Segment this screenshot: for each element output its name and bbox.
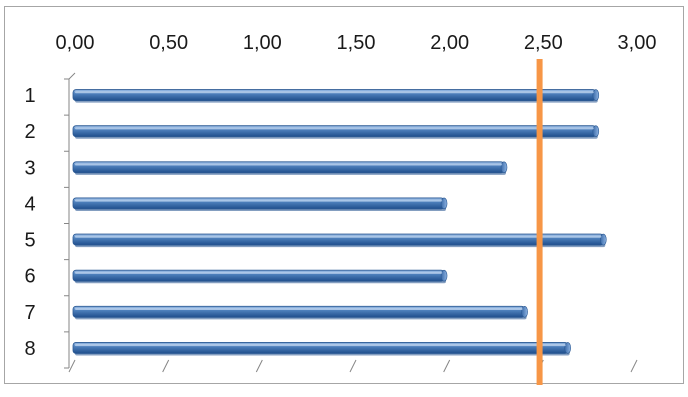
- x-tick-label: 3,00: [618, 32, 657, 54]
- bar-6: [72, 269, 448, 284]
- x-tick-label: 1,50: [337, 32, 376, 54]
- bar-highlight: [75, 343, 566, 347]
- bar-highlight: [75, 271, 443, 274]
- bar-1: [72, 89, 600, 103]
- category-label: 7: [24, 302, 35, 324]
- value-tick-mark: [443, 359, 451, 373]
- labels-layer: 0,00 0,50 1,00 1,50 2,00 2,50 3,00 1 2 3 4 5 6 7 8: [24, 32, 656, 360]
- value-tick-mark: [349, 359, 357, 373]
- bar-highlight: [75, 199, 443, 202]
- value-tick-mark: [162, 359, 170, 373]
- bar-highlight: [75, 91, 594, 94]
- x-tick-label: 1,00: [243, 32, 282, 54]
- bar-end-cap: [564, 342, 571, 354]
- category-label: 6: [24, 266, 35, 288]
- category-label: 5: [24, 230, 35, 252]
- bar-3: [72, 161, 508, 175]
- bar-highlight: [75, 163, 502, 166]
- bar-end-cap: [599, 233, 607, 246]
- value-tick-mark: [68, 359, 76, 373]
- bar-end-cap: [500, 161, 508, 174]
- bar-chart: 0,00 0,50 1,00 1,50 2,00 2,50 3,00 1 2 3 4 5 6 7 8: [24, 32, 656, 385]
- category-label: 4: [24, 193, 35, 215]
- bar-highlight: [75, 307, 523, 311]
- axis-layer: [64, 72, 638, 373]
- category-label: 2: [24, 121, 35, 143]
- x-tick-label: 2,00: [430, 32, 469, 54]
- bar-2: [72, 125, 600, 139]
- bar-end-cap: [592, 125, 600, 137]
- chart-frame: 0,00 0,50 1,00 1,50 2,00 2,50 3,00 1 2 3 4 5 6 7 8: [4, 6, 684, 385]
- value-tick-mark: [630, 359, 638, 373]
- category-axis-top-edge: [68, 72, 76, 80]
- bar-end-cap: [440, 269, 448, 282]
- bar-5: [72, 233, 607, 248]
- x-tick-label: 2,50: [524, 32, 563, 54]
- bar-highlight: [75, 235, 602, 238]
- x-tick-label: 0,00: [56, 32, 95, 54]
- value-tick-mark: [255, 359, 263, 373]
- bar-highlight: [75, 127, 594, 130]
- bar-8: [72, 342, 571, 356]
- bar-end-cap: [521, 306, 528, 318]
- bar-4: [72, 197, 448, 211]
- bars-layer: [72, 89, 607, 356]
- bar-end-cap: [592, 89, 600, 101]
- bar-7: [72, 305, 528, 320]
- bar-end-cap: [440, 197, 448, 210]
- category-label: 1: [24, 85, 35, 107]
- x-tick-label: 0,50: [149, 32, 188, 54]
- category-label: 8: [24, 338, 35, 360]
- category-label: 3: [24, 157, 35, 179]
